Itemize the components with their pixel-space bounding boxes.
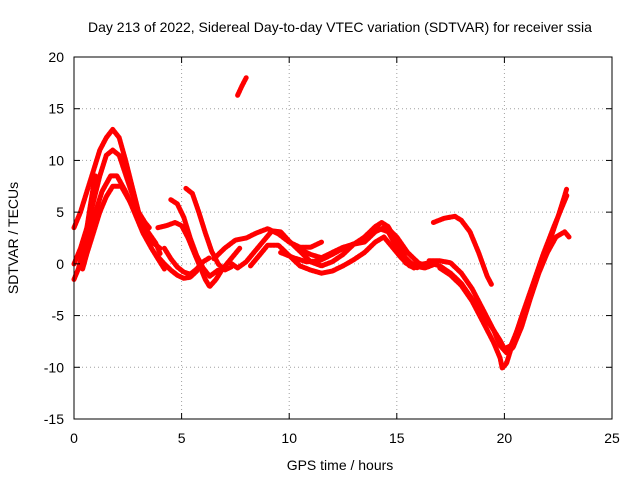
x-tick-label: 20 bbox=[497, 430, 513, 446]
x-axis-label: GPS time / hours bbox=[287, 457, 394, 473]
x-tick-label: 10 bbox=[281, 430, 297, 446]
y-tick-label: 0 bbox=[56, 256, 64, 272]
x-tick-label: 15 bbox=[389, 430, 405, 446]
plot-frame bbox=[73, 56, 613, 420]
x-tick-label: 25 bbox=[604, 430, 620, 446]
y-tick-label: 10 bbox=[48, 152, 64, 168]
data-series bbox=[71, 75, 572, 371]
y-tick-label: -5 bbox=[52, 308, 65, 324]
series-arc-19 bbox=[426, 229, 572, 356]
series-arc-16 bbox=[297, 224, 432, 270]
series-arc-13 bbox=[226, 220, 438, 271]
series-arc-12 bbox=[211, 226, 324, 262]
series-arc-10 bbox=[168, 197, 221, 279]
series-arc-17 bbox=[430, 213, 494, 287]
y-tick-label: -15 bbox=[44, 411, 64, 427]
series-arc-5 bbox=[80, 173, 98, 256]
y-tick-label: 5 bbox=[56, 204, 64, 220]
chart-title: Day 213 of 2022, Sidereal Day-to-day VTE… bbox=[88, 19, 592, 35]
series-arc-4 bbox=[80, 183, 163, 272]
x-tick-label: 5 bbox=[178, 430, 186, 446]
y-tick-label: 20 bbox=[48, 49, 64, 65]
y-tick-label: 15 bbox=[48, 101, 64, 117]
y-tick-label: -10 bbox=[44, 359, 64, 375]
series-arc-20 bbox=[437, 193, 570, 371]
series-arc-9 bbox=[183, 185, 234, 273]
axis-ticks: 0 5 10 15 20 25 -15 -10 -5 0 5 10 15 20 bbox=[44, 49, 620, 446]
series-arc-14 bbox=[248, 234, 421, 276]
series-arc-11 bbox=[235, 75, 249, 98]
series-arc-8 bbox=[155, 254, 200, 281]
y-axis-label: SDTVAR / TECUs bbox=[5, 182, 21, 294]
x-tick-label: 0 bbox=[70, 430, 78, 446]
